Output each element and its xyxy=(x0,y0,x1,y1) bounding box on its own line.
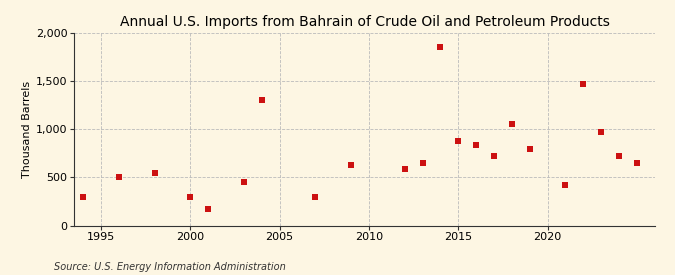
Point xyxy=(489,153,500,158)
Point xyxy=(596,130,607,134)
Point xyxy=(400,166,410,171)
Point xyxy=(202,207,213,211)
Point xyxy=(470,142,481,147)
Text: Source: U.S. Energy Information Administration: Source: U.S. Energy Information Administ… xyxy=(54,262,286,272)
Point xyxy=(578,82,589,86)
Point xyxy=(614,153,624,158)
Point xyxy=(256,98,267,103)
Title: Annual U.S. Imports from Bahrain of Crude Oil and Petroleum Products: Annual U.S. Imports from Bahrain of Crud… xyxy=(119,15,610,29)
Point xyxy=(346,163,356,167)
Point xyxy=(560,182,571,187)
Point xyxy=(417,161,428,165)
Point xyxy=(524,146,535,151)
Point xyxy=(185,194,196,199)
Point xyxy=(435,45,446,50)
Point xyxy=(149,170,160,175)
Point xyxy=(113,175,124,180)
Point xyxy=(506,122,517,127)
Point xyxy=(453,139,464,144)
Point xyxy=(238,180,249,184)
Point xyxy=(310,194,321,199)
Y-axis label: Thousand Barrels: Thousand Barrels xyxy=(22,81,32,178)
Point xyxy=(632,161,643,165)
Point xyxy=(78,194,88,199)
